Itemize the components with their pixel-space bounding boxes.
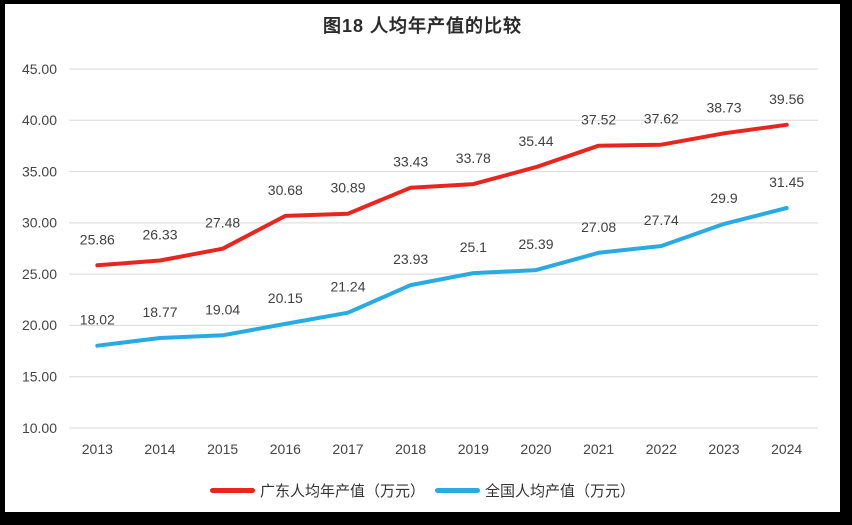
- x-axis-tick-label: 2023: [708, 441, 739, 457]
- data-label: 19.04: [205, 301, 240, 317]
- data-label: 38.73: [706, 99, 741, 115]
- legend-line-national-icon: [435, 488, 480, 493]
- x-axis-tick-label: 2017: [332, 441, 363, 457]
- data-label: 25.86: [80, 231, 115, 247]
- data-label: 30.89: [330, 180, 365, 196]
- x-axis-tick-label: 2016: [270, 441, 301, 457]
- x-axis-tick-label: 2021: [583, 441, 614, 457]
- y-axis-tick-label: 45.00: [22, 61, 57, 77]
- y-axis-tick-label: 30.00: [22, 215, 57, 231]
- x-axis-tick-label: 2013: [82, 441, 113, 457]
- y-axis-tick-label: 25.00: [22, 266, 57, 282]
- y-axis-tick-label: 10.00: [22, 420, 57, 436]
- x-axis-tick-label: 2022: [646, 441, 677, 457]
- data-label: 18.77: [142, 304, 177, 320]
- data-label: 27.48: [205, 215, 240, 231]
- series-line-0: [95, 122, 789, 268]
- y-axis-tick-label: 20.00: [22, 317, 57, 333]
- data-label: 27.08: [581, 219, 616, 235]
- x-axis-tick-label: 2024: [771, 441, 802, 457]
- data-label: 37.62: [644, 111, 679, 127]
- data-label: 30.68: [268, 182, 303, 198]
- data-label: 21.24: [330, 279, 365, 295]
- chart-title: 图18 人均年产值的比较: [322, 16, 523, 36]
- data-label: 33.43: [393, 154, 428, 170]
- legend-line-guangdong-icon: [209, 488, 255, 493]
- data-label: 39.56: [769, 91, 804, 107]
- data-label: 25.39: [518, 236, 553, 252]
- data-label: 31.45: [769, 174, 804, 190]
- data-label: 23.93: [393, 251, 428, 267]
- data-label: 33.78: [456, 150, 491, 166]
- x-axis-tick-label: 2020: [520, 441, 551, 457]
- x-axis-tick-label: 2018: [395, 441, 426, 457]
- y-axis-tick-label: 15.00: [22, 368, 57, 384]
- data-label: 18.02: [80, 312, 115, 328]
- data-label: 35.44: [518, 133, 553, 149]
- y-axis-tick-label: 35.00: [22, 163, 57, 179]
- legend-item-guangdong: 广东人均年产值（万元）: [209, 480, 425, 501]
- data-label: 20.15: [268, 290, 303, 306]
- data-label: 27.74: [644, 212, 679, 228]
- x-axis-tick-label: 2019: [458, 441, 489, 457]
- data-label: 29.9: [710, 190, 737, 206]
- plot-area: 45.00 40.00 35.00 30.00 25.00 20.00 15.00 10.00…: [22, 61, 818, 457]
- legend-label-national: 全国人均产值（万元）: [485, 483, 636, 500]
- series-line-1: [95, 206, 789, 348]
- legend-item-national: 全国人均产值（万元）: [435, 480, 635, 501]
- x-axis-tick-label: 2014: [144, 441, 175, 457]
- y-axis-tick-label: 40.00: [22, 112, 57, 128]
- x-axis-tick-label: 2015: [207, 441, 238, 457]
- chart-legend: 广东人均年产值（万元） 全国人均产值（万元）: [5, 480, 840, 501]
- legend-label-guangdong: 广东人均年产值（万元）: [259, 483, 425, 500]
- data-label: 26.33: [142, 227, 177, 243]
- chart-area: 图18 人均年产值的比较 45.00 40.00 35.00 30.00 25.00 20…: [5, 4, 840, 512]
- data-label: 37.52: [581, 112, 616, 128]
- data-label: 25.1: [460, 239, 487, 255]
